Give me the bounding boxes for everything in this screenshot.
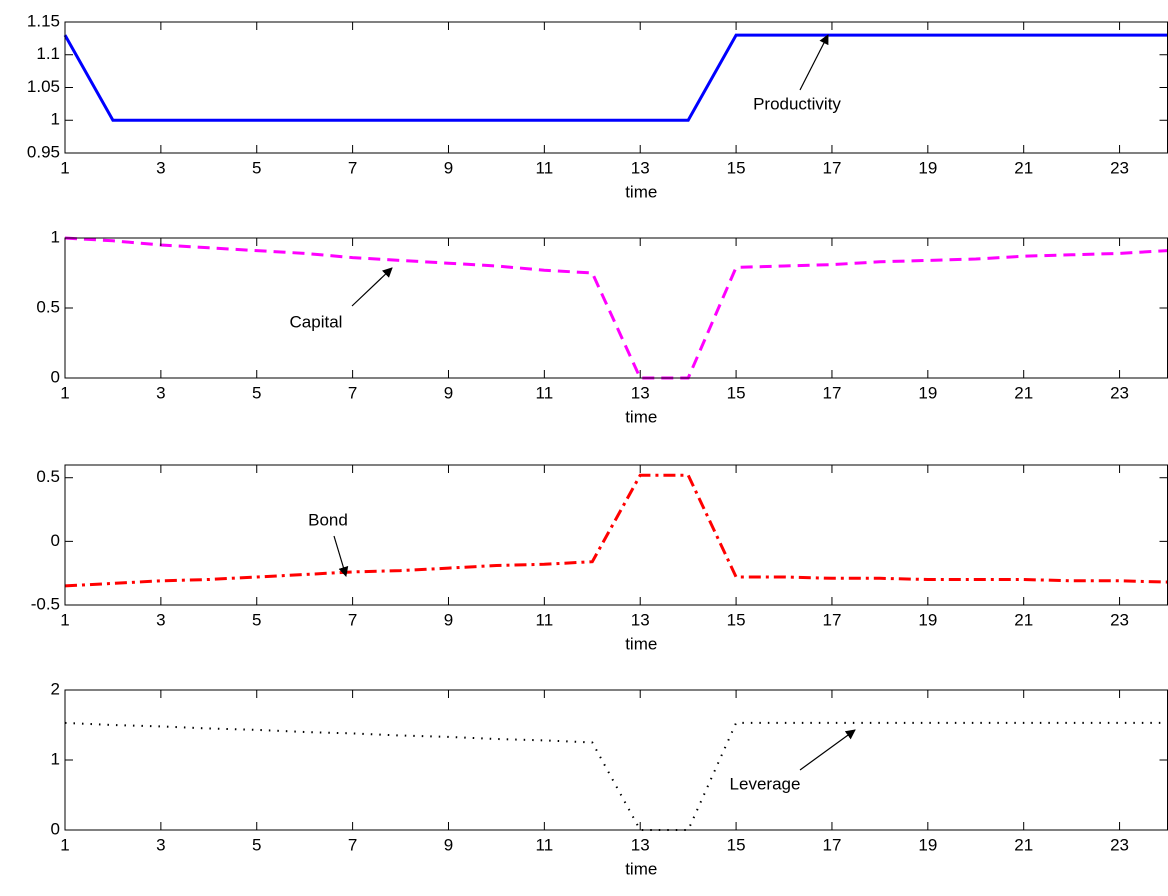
x-tick-label: 13 — [631, 158, 650, 177]
x-tick-label: 7 — [348, 383, 357, 402]
y-tick-label: 2 — [51, 679, 60, 698]
x-tick-label: 9 — [444, 158, 453, 177]
x-tick-label: 13 — [631, 835, 650, 854]
x-tick-label: 23 — [1110, 835, 1129, 854]
x-tick-label: 19 — [918, 610, 937, 629]
x-tick-label: 5 — [252, 383, 261, 402]
y-tick-label: 1 — [51, 227, 60, 246]
x-axis-label: time — [625, 634, 657, 653]
y-tick-label: 0.5 — [36, 467, 60, 486]
x-tick-label: 5 — [252, 835, 261, 854]
x-tick-label: 9 — [444, 610, 453, 629]
x-tick-label: 15 — [727, 383, 746, 402]
x-tick-label: 19 — [918, 383, 937, 402]
x-tick-label: 5 — [252, 158, 261, 177]
annotation: Bond — [308, 510, 348, 529]
x-tick-label: 9 — [444, 835, 453, 854]
x-tick-label: 3 — [156, 835, 165, 854]
x-tick-label: 11 — [536, 610, 554, 629]
series-line — [63, 33, 1168, 122]
x-tick-label: 7 — [348, 158, 357, 177]
y-tick-label: 0.95 — [27, 142, 60, 161]
y-tick-label: 0 — [51, 819, 60, 838]
y-tick-label: 1.1 — [36, 44, 60, 63]
x-tick-label: 17 — [822, 835, 841, 854]
x-tick-label: 11 — [536, 383, 554, 402]
x-tick-label: 19 — [918, 158, 937, 177]
series-line — [64, 473, 1168, 588]
x-tick-label: 21 — [1014, 158, 1033, 177]
x-tick-label: 23 — [1110, 610, 1129, 629]
annotation-arrow — [351, 267, 393, 307]
x-tick-label: 5 — [252, 610, 261, 629]
axes-box — [64, 21, 1168, 154]
annotation-arrow — [799, 729, 856, 771]
x-axis-label: time — [625, 859, 657, 878]
x-tick-label: 19 — [918, 835, 937, 854]
x-tick-label: 3 — [156, 610, 165, 629]
y-tick-label: 1.05 — [27, 77, 60, 96]
x-tick-label: 7 — [348, 835, 357, 854]
x-tick-label: 7 — [348, 610, 357, 629]
x-tick-label: 1 — [60, 158, 69, 177]
x-tick-label: 1 — [60, 835, 69, 854]
x-tick-label: 15 — [727, 610, 746, 629]
y-tick-label: 1.15 — [27, 11, 60, 30]
x-tick-label: 9 — [444, 383, 453, 402]
x-axis-label: time — [625, 182, 657, 201]
x-tick-label: 11 — [536, 835, 554, 854]
x-tick-label: 1 — [60, 610, 69, 629]
series-line — [64, 721, 1168, 831]
x-tick-label: 3 — [156, 158, 165, 177]
x-tick-label: 23 — [1110, 383, 1129, 402]
axes-box — [64, 237, 1168, 379]
axes-box — [64, 689, 1168, 831]
series-line — [64, 236, 1168, 380]
y-tick-label: 0 — [51, 367, 60, 386]
annotation-arrow — [799, 34, 829, 91]
x-tick-label: 21 — [1014, 835, 1033, 854]
annotation: Capital — [290, 312, 343, 331]
x-tick-label: 13 — [631, 610, 650, 629]
y-tick-label: 0.5 — [36, 297, 60, 316]
x-axis-label: time — [625, 407, 657, 426]
y-tick-label: -0.5 — [31, 594, 60, 613]
x-tick-label: 23 — [1110, 158, 1129, 177]
x-tick-label: 15 — [727, 158, 746, 177]
x-tick-label: 17 — [822, 383, 841, 402]
x-tick-label: 21 — [1014, 610, 1033, 629]
axes-box — [64, 464, 1168, 606]
x-tick-label: 15 — [727, 835, 746, 854]
y-tick-label: 1 — [51, 749, 60, 768]
x-tick-label: 17 — [822, 158, 841, 177]
x-tick-label: 21 — [1014, 383, 1033, 402]
x-tick-label: 1 — [60, 383, 69, 402]
y-tick-label: 0 — [51, 531, 60, 550]
x-tick-label: 3 — [156, 383, 165, 402]
x-tick-label: 13 — [631, 383, 650, 402]
x-tick-label: 17 — [822, 610, 841, 629]
annotation-arrow — [333, 535, 349, 577]
x-tick-label: 11 — [536, 158, 554, 177]
annotation: Leverage — [730, 774, 801, 793]
y-tick-label: 1 — [51, 110, 60, 129]
annotation: Productivity — [753, 94, 841, 113]
